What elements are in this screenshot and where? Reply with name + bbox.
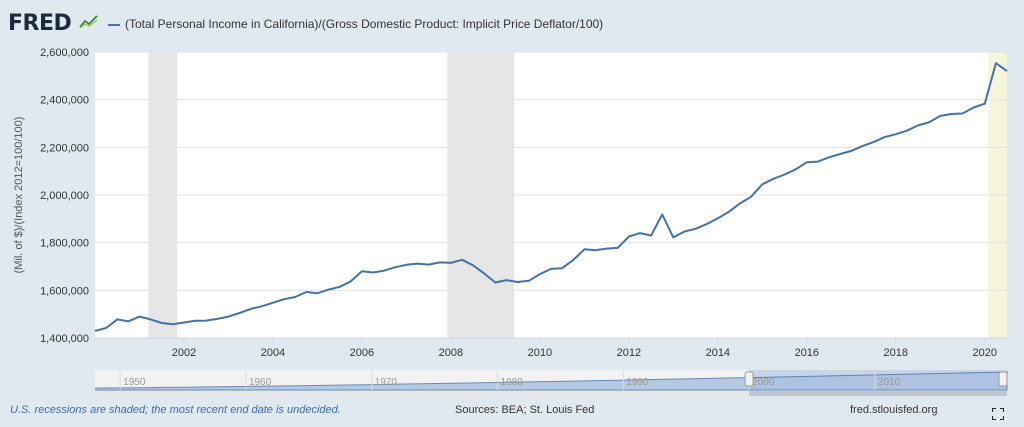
navigator-scrollbar[interactable]	[95, 391, 1007, 396]
series-title-text: (Total Personal Income in California)/(G…	[125, 17, 604, 31]
range-navigator[interactable]: 1950 1960 1970 1980 1990 2000 2010	[94, 370, 1008, 396]
y-tick-label: 2,200,000	[40, 142, 89, 154]
y-tick-label: 1,800,000	[40, 238, 89, 250]
series-line	[94, 62, 1008, 332]
navigator-overview	[94, 371, 1008, 391]
y-axis-label: (Mil. of $)/(Index 2012=100/100)	[13, 117, 25, 274]
y-tick-label: 2,400,000	[40, 95, 89, 107]
series-legend: (Total Personal Income in California)/(G…	[108, 17, 603, 31]
chart-footer: U.S. recessions are shaded; the most rec…	[0, 400, 1024, 427]
navigator-label: 1970	[375, 377, 398, 388]
x-tick-label: 2006	[350, 347, 374, 359]
chart: 1,400,000 1,600,000 1,800,000 2,000,000 2,20…	[13, 47, 1008, 396]
navigator-label: 2010	[878, 377, 901, 388]
fred-logo[interactable]: FRED	[8, 11, 72, 36]
recession-note: U.S. recessions are shaded; the most rec…	[10, 404, 341, 416]
sources-text: Sources: BEA; St. Louis Fed	[455, 404, 595, 416]
x-tick-label: 2002	[172, 347, 196, 359]
navigator-label: 2000	[752, 377, 775, 388]
y-axis: 1,400,000 1,600,000 1,800,000 2,000,000 2,20…	[40, 47, 89, 345]
line-graph-icon	[78, 14, 100, 30]
y-tick-label: 2,000,000	[40, 190, 89, 202]
expand-icon[interactable]	[992, 408, 1004, 420]
x-tick-label: 2014	[706, 347, 730, 359]
navigator-label: 1980	[501, 377, 524, 388]
y-tick-label: 2,600,000	[40, 47, 89, 59]
x-tick-label: 2008	[439, 347, 463, 359]
navigator-scroll-thumb[interactable]	[749, 391, 1007, 396]
x-axis: 2002 2004 2006 2008 2010 2012 2014 2016 2018 2020	[95, 337, 1007, 359]
x-tick-label: 2012	[617, 347, 641, 359]
navigator-label: 1950	[123, 377, 146, 388]
x-tick-label: 2016	[795, 347, 819, 359]
y-tick-label: 1,400,000	[40, 333, 89, 345]
navigator-handle[interactable]	[998, 371, 1008, 387]
series-layer	[94, 62, 1008, 332]
x-tick-label: 2004	[261, 347, 285, 359]
x-tick-label: 2018	[884, 347, 908, 359]
series-swatch	[108, 23, 120, 26]
x-tick-label: 2020	[973, 347, 997, 359]
x-tick-label: 2010	[528, 347, 552, 359]
fred-link[interactable]: fred.stlouisfed.org	[850, 404, 938, 416]
navigator-handle[interactable]	[744, 371, 754, 387]
navigator-label: 1990	[626, 377, 649, 388]
chart-header: FRED (Total Personal Income in Californi…	[0, 0, 1024, 44]
navigator-label: 1960	[249, 377, 272, 388]
y-tick-label: 1,600,000	[40, 285, 89, 297]
